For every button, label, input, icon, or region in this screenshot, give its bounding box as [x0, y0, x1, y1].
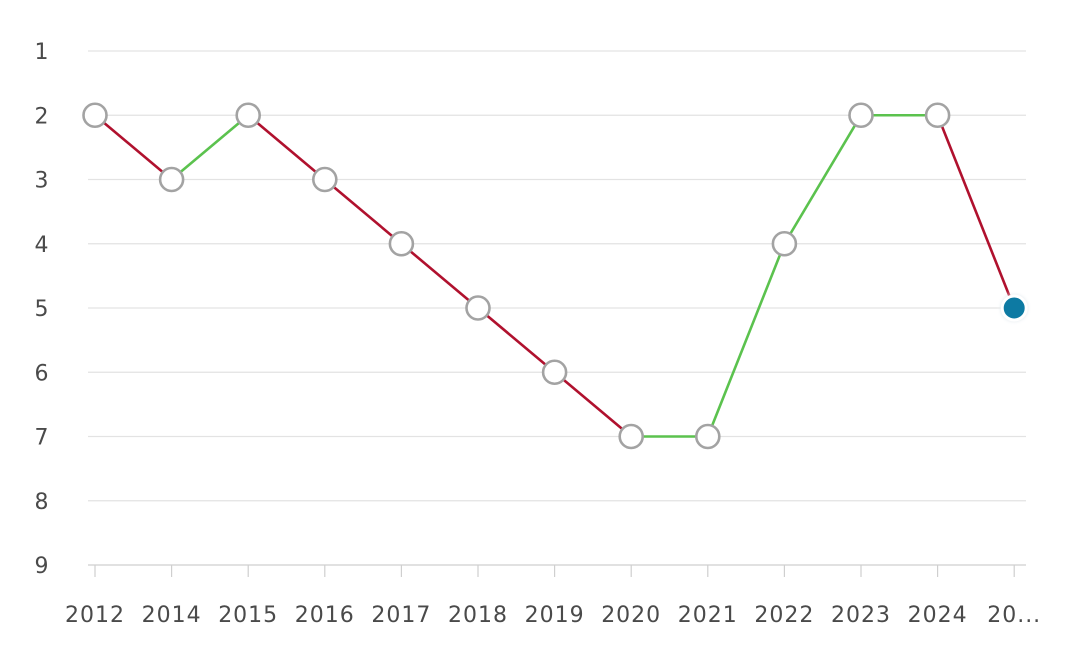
line-segment-better [170, 113, 250, 181]
x-tick-label: 2012 [65, 603, 125, 628]
line-segment-worse [400, 242, 480, 310]
data-point[interactable] [848, 102, 874, 129]
line-segment-better [783, 113, 863, 246]
data-point[interactable] [541, 359, 568, 386]
y-tick-label: 3 [35, 169, 50, 194]
y-tick-label: 7 [35, 426, 50, 451]
line-segment-worse [323, 178, 403, 246]
x-tick-label: 20... [987, 603, 1041, 628]
data-point[interactable] [465, 295, 491, 321]
x-tick-label: 2015 [218, 603, 278, 628]
y-tick-label: 4 [35, 233, 50, 258]
x-axis: 2012 2014 2015 2016 2017 2018 2019 2020 2021 2022… [65, 565, 1041, 628]
data-point[interactable] [771, 230, 798, 257]
data-point-active[interactable] [1000, 294, 1028, 322]
x-tick-label: 2014 [142, 603, 202, 628]
y-tick-label: 8 [35, 490, 50, 515]
y-tick-label: 6 [35, 361, 50, 386]
x-tick-label: 2021 [678, 603, 738, 628]
data-point[interactable] [618, 423, 645, 450]
y-tick-label: 9 [35, 554, 50, 579]
line-segment-worse [246, 113, 327, 181]
line-segment-better [706, 242, 786, 438]
y-axis: 1 2 3 4 5 6 7 8 9 [35, 40, 50, 579]
y-tick-label: 2 [35, 104, 50, 129]
line-segment-worse [476, 306, 556, 374]
y-tick-label: 5 [35, 297, 50, 322]
data-point[interactable] [235, 102, 261, 129]
x-tick-label: 2022 [754, 603, 814, 628]
series-markers[interactable] [82, 102, 1028, 450]
data-point[interactable] [158, 166, 185, 193]
data-point[interactable] [311, 166, 338, 193]
y-tick-label: 1 [35, 40, 50, 65]
x-tick-label: 2024 [908, 603, 968, 628]
x-tick-label: 2019 [525, 603, 585, 628]
line-segment-worse [93, 113, 173, 181]
gridlines [88, 50, 1026, 566]
x-tick-label: 2020 [601, 603, 661, 628]
data-point[interactable] [924, 102, 951, 129]
line-segment-worse [553, 370, 633, 438]
x-tick-label: 2017 [371, 603, 431, 628]
x-tick-label: 2023 [831, 603, 891, 628]
data-point[interactable] [82, 102, 108, 129]
data-point[interactable] [694, 423, 721, 450]
x-tick-label: 2018 [448, 603, 508, 628]
x-tick-label: 2016 [295, 603, 355, 628]
line-segment-worse [936, 113, 1016, 310]
series-line [93, 113, 1016, 438]
data-point[interactable] [388, 230, 415, 257]
